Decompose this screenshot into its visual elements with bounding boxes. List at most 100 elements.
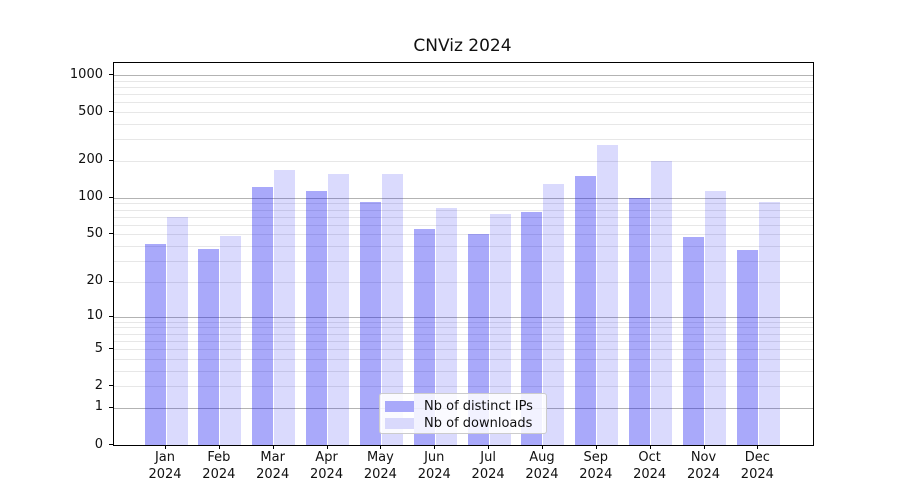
bar-distinct-ips — [413, 229, 435, 445]
x-tick-mark — [703, 445, 705, 449]
legend-swatch-ips — [385, 401, 414, 412]
bar-downloads — [543, 183, 565, 445]
y-tick-label: 2 — [94, 377, 103, 393]
x-tick-label: Mar 2024 — [256, 450, 290, 482]
bar-downloads — [705, 191, 726, 445]
y-tick-mark — [109, 233, 113, 235]
legend-label-downloads: Nb of downloads — [424, 416, 533, 431]
x-tick-mark — [541, 445, 543, 449]
bar-downloads — [758, 202, 780, 445]
bar-distinct-ips — [359, 201, 381, 445]
gridline-major — [114, 75, 813, 76]
x-tick-mark — [165, 445, 166, 449]
bar-distinct-ips — [736, 250, 758, 445]
x-tick-mark — [757, 445, 759, 449]
y-tick-label: 100 — [78, 189, 103, 205]
x-tick-label: Feb 2024 — [202, 450, 236, 482]
x-tick-label: Nov 2024 — [686, 450, 721, 482]
bar-distinct-ips — [575, 175, 597, 445]
bar-downloads — [381, 173, 403, 445]
y-tick-mark — [109, 111, 113, 113]
chart-title: CNViz 2024 — [413, 36, 512, 56]
x-tick-label: Jun 2024 — [417, 450, 451, 482]
bar-downloads — [274, 170, 296, 445]
y-tick-label: 5 — [94, 340, 103, 356]
gridline-major — [114, 316, 813, 318]
plot-area — [113, 62, 814, 446]
legend-swatch-downloads — [385, 418, 414, 429]
gridline-minor — [114, 94, 813, 96]
y-tick-label: 500 — [78, 103, 103, 119]
gridline-minor — [114, 333, 813, 335]
y-tick-mark — [109, 196, 113, 198]
y-tick-mark — [109, 444, 113, 445]
y-tick-mark — [109, 315, 113, 317]
gridline-minor — [114, 327, 813, 329]
x-tick-label: Sep 2024 — [579, 450, 613, 482]
bar-downloads — [220, 235, 242, 445]
bar-downloads — [489, 213, 511, 445]
x-tick-mark — [380, 445, 382, 449]
gridline-minor — [114, 281, 813, 283]
y-tick-mark — [109, 348, 113, 350]
gridline-minor — [114, 86, 813, 88]
y-tick-label: 20 — [86, 273, 103, 289]
gridline-minor — [114, 160, 813, 162]
y-tick-label: 1000 — [69, 66, 103, 82]
x-tick-label: Jan 2024 — [148, 450, 182, 482]
x-tick-mark — [434, 445, 436, 449]
bar-distinct-ips — [144, 243, 166, 445]
y-tick-label: 0 — [94, 436, 103, 452]
legend-row-ips: Nb of distinct IPs — [385, 399, 546, 414]
bar-distinct-ips — [306, 190, 328, 445]
y-tick-label: 10 — [86, 308, 103, 324]
bar-distinct-ips — [252, 186, 274, 445]
bar-distinct-ips — [683, 236, 704, 445]
bar-distinct-ips — [467, 234, 489, 445]
y-tick-mark — [109, 385, 113, 387]
y-tick-mark — [109, 406, 113, 408]
gridline-minor — [114, 80, 813, 82]
y-tick-label: 1 — [94, 399, 103, 415]
x-tick-label: Apr 2024 — [310, 450, 344, 482]
gridline-minor — [114, 246, 813, 248]
bar-downloads — [597, 144, 619, 445]
x-tick-mark — [488, 445, 490, 449]
x-tick-mark — [326, 445, 328, 449]
bar-distinct-ips — [198, 248, 220, 445]
x-tick-mark — [272, 445, 274, 449]
y-tick-label: 50 — [86, 225, 103, 241]
legend-label-ips: Nb of distinct IPs — [424, 399, 533, 414]
gridline-minor — [114, 261, 813, 263]
gridline-minor — [114, 349, 813, 351]
y-tick-mark — [109, 74, 113, 75]
x-tick-label: Oct 2024 — [633, 450, 667, 482]
gridline-minor — [114, 123, 813, 125]
x-tick-label: Dec 2024 — [740, 450, 774, 482]
bar-downloads — [651, 160, 673, 445]
bar-downloads — [328, 173, 350, 445]
gridline-minor — [114, 358, 813, 360]
gridline-minor — [114, 139, 813, 141]
gridline-minor — [114, 224, 813, 226]
bar-distinct-ips — [629, 197, 651, 445]
bar-downloads — [435, 207, 457, 445]
gridline-minor — [114, 234, 813, 236]
legend: Nb of distinct IPs Nb of downloads — [379, 393, 547, 434]
gridline-major — [114, 197, 813, 199]
gridline-minor — [114, 209, 813, 211]
gridline-minor — [114, 321, 813, 323]
y-tick-mark — [109, 280, 113, 282]
bar-downloads — [166, 216, 188, 445]
x-tick-mark — [649, 445, 651, 449]
gridline-minor — [114, 386, 813, 388]
y-tick-label: 200 — [78, 152, 103, 168]
gridline-minor — [114, 112, 813, 114]
x-tick-label: May 2024 — [363, 450, 397, 482]
x-tick-label: Jul 2024 — [471, 450, 505, 482]
x-tick-label: Aug 2024 — [525, 450, 559, 482]
gridline-minor — [114, 370, 813, 372]
gridline-minor — [114, 102, 813, 104]
gridline-minor — [114, 203, 813, 205]
